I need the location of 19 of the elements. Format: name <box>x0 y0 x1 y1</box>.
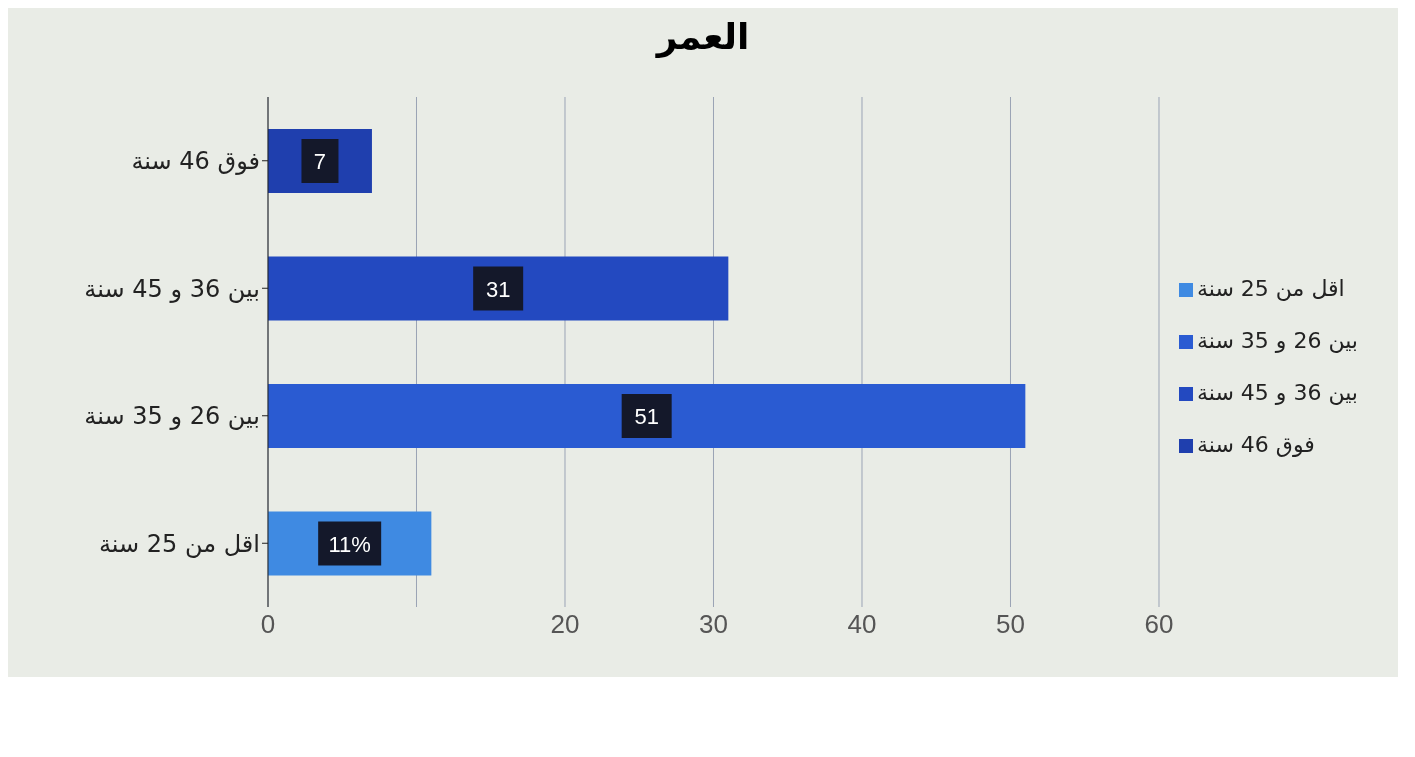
x-tick-label: 0 <box>260 609 276 640</box>
y-tick-label: بين 26 و 35 سنة <box>84 402 260 431</box>
x-tick-label: 30 <box>699 609 728 640</box>
chart-title: العمر <box>654 15 751 57</box>
legend-label: بين 26 و 35 سنة <box>1196 328 1358 353</box>
data-label: 7 <box>313 149 327 174</box>
x-tick-label: 60 <box>1144 609 1174 640</box>
data-label: 51 <box>634 404 659 429</box>
legend-label: بين 36 و 45 سنة <box>1196 380 1358 405</box>
x-tick-label: 50 <box>996 609 1025 640</box>
data-label: 11% <box>328 531 371 557</box>
y-tick-label: فوق 46 سنة <box>131 147 260 176</box>
x-tick-label: 40 <box>847 609 877 640</box>
data-label: 31 <box>485 276 511 302</box>
legend-label: اقل من 25 سنة <box>1196 276 1345 301</box>
legend-label: فوق 46 سنة <box>1196 432 1315 457</box>
x-tick-label: 20 <box>550 609 580 640</box>
y-tick-label: بين 36 و 45 سنة <box>84 274 260 303</box>
y-tick-label: اقل من 25 سنة <box>98 529 260 558</box>
